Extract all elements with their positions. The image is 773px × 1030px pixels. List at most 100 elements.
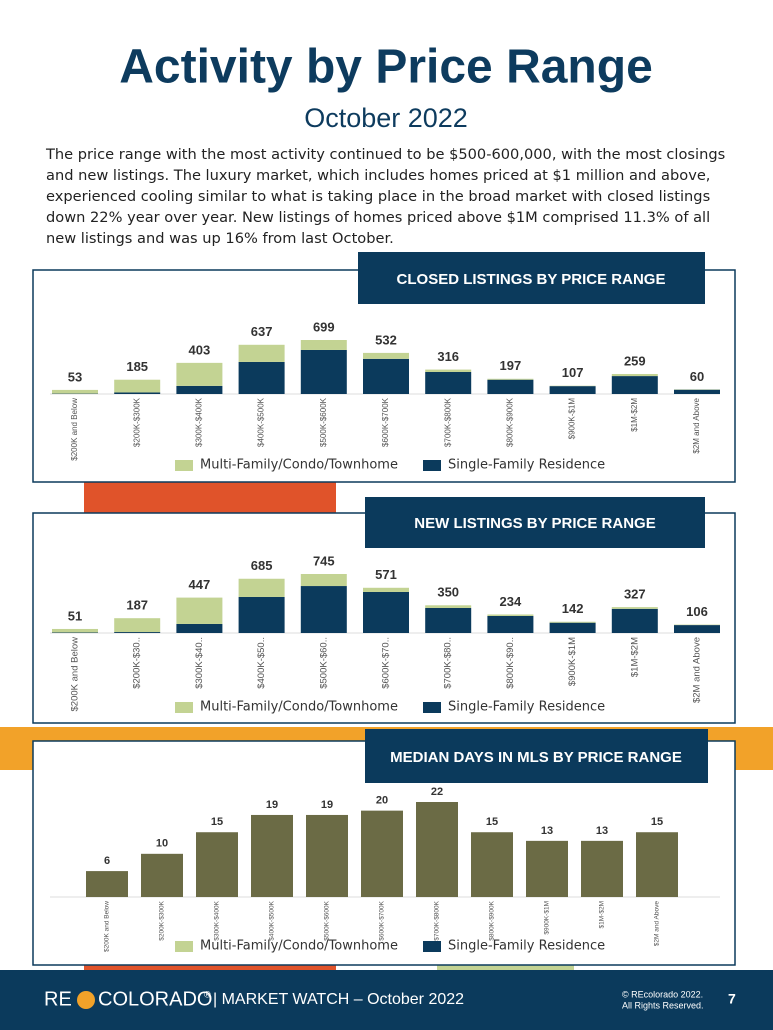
brand-mark: ® — [204, 989, 211, 999]
bar-segment — [611, 607, 658, 609]
copyright: All Rights Reserved. — [622, 1000, 704, 1010]
bar-segment — [114, 379, 161, 393]
bar-segment — [238, 361, 285, 394]
value-label: 637 — [251, 324, 273, 339]
x-tick-label: $300K-$400K — [214, 900, 221, 940]
bar — [86, 871, 128, 897]
bar-segment — [549, 621, 596, 623]
value-label: 699 — [313, 319, 335, 334]
bar-segment — [114, 392, 161, 394]
legend-label: Single-Family Residence — [448, 458, 605, 473]
value-label: 327 — [624, 587, 646, 602]
legend-label: Multi-Family/Condo/Townhome — [200, 939, 398, 954]
x-tick-label: $700K-$800K — [443, 397, 452, 447]
bar-segment — [611, 373, 658, 377]
legend-swatch — [175, 702, 193, 713]
value-label: 745 — [313, 553, 335, 568]
x-tick-label: $800K-$900K — [489, 900, 496, 940]
bar — [251, 814, 293, 897]
bar-segment — [176, 362, 223, 386]
bar — [306, 814, 348, 897]
value-label: 142 — [562, 601, 584, 616]
chart-title: MEDIAN DAYS IN MLS BY PRICE RANGE — [390, 749, 682, 766]
bar-segment — [674, 625, 720, 633]
value-label: 19 — [321, 799, 333, 811]
bar — [361, 810, 403, 897]
legend-swatch — [175, 460, 193, 471]
value-label: 685 — [251, 558, 273, 573]
x-tick-label: $2M and Above — [692, 637, 703, 703]
value-label: 234 — [500, 594, 522, 609]
bar-segment — [425, 369, 472, 372]
bar-segment — [238, 344, 285, 362]
legend-label: Single-Family Residence — [448, 700, 605, 715]
bar-segment — [176, 597, 223, 624]
accent-bar — [84, 480, 336, 514]
value-label: 20 — [376, 795, 388, 807]
x-tick-label: $400K-$500K — [257, 397, 266, 447]
legend-label: Multi-Family/Condo/Townhome — [200, 458, 398, 473]
bar-segment — [487, 614, 534, 616]
x-tick-label: $500K-$60.. — [318, 637, 329, 689]
page-title: Activity by Price Range — [119, 41, 653, 94]
x-tick-label: $200K and Below — [104, 901, 111, 952]
bar-segment — [487, 378, 534, 380]
x-tick-label: $200K-$300K — [132, 397, 141, 447]
bar-segment — [487, 379, 534, 394]
x-tick-label: $500K-$600K — [319, 397, 328, 447]
footer-bar — [0, 970, 773, 1030]
x-tick-label: $1M-$2M — [599, 901, 606, 928]
brand-logo — [77, 991, 95, 1009]
value-label: 316 — [437, 349, 459, 364]
bar-segment — [549, 622, 596, 633]
legend-swatch — [423, 702, 441, 713]
bar — [636, 832, 678, 897]
chart-title: NEW LISTINGS BY PRICE RANGE — [414, 515, 655, 532]
bar-segment — [300, 574, 347, 587]
x-tick-label: $200K and Below — [70, 637, 81, 712]
bar-segment — [363, 352, 409, 359]
value-label: 185 — [126, 359, 148, 374]
panel-tab — [365, 729, 708, 783]
value-label: 10 — [156, 838, 168, 850]
bar-segment — [549, 386, 596, 394]
bar-segment — [363, 587, 409, 592]
value-label: 187 — [126, 598, 148, 613]
value-label: 6 — [104, 855, 110, 867]
x-tick-label: $900K-$1M — [544, 901, 551, 935]
x-tick-label: $300K-$40.. — [194, 637, 205, 689]
value-label: 107 — [562, 365, 584, 380]
x-tick-label: $200K-$300K — [159, 900, 166, 940]
value-label: 22 — [431, 786, 443, 798]
bar-segment — [425, 371, 472, 394]
bar-segment — [238, 578, 285, 597]
x-tick-label: $700K-$80.. — [443, 637, 454, 689]
panel-tab — [358, 252, 705, 304]
legend-label: Single-Family Residence — [448, 939, 605, 954]
bar-segment — [674, 389, 720, 394]
value-label: 197 — [500, 358, 522, 373]
x-tick-label: $2M and Above — [654, 901, 661, 947]
value-label: 15 — [486, 816, 498, 828]
x-tick-label: $600K-$700K — [381, 397, 390, 447]
bar-segment — [425, 607, 472, 633]
x-tick-label: $800K-$900K — [506, 397, 515, 447]
value-label: 106 — [686, 604, 708, 619]
bar — [141, 853, 183, 897]
bar — [471, 832, 513, 897]
brand: RE — [44, 988, 72, 1010]
value-label: 13 — [541, 825, 553, 837]
legend-swatch — [423, 460, 441, 471]
value-label: 53 — [68, 369, 82, 384]
brand: COLORADO — [98, 988, 212, 1010]
x-tick-label: $2M and Above — [692, 397, 701, 453]
bar — [581, 840, 623, 897]
value-label: 259 — [624, 353, 646, 368]
copyright: © REcolorado 2022. — [622, 989, 703, 999]
footer-label: | MARKET WATCH – October 2022 — [213, 991, 464, 1008]
x-tick-label: $600K-$700K — [379, 900, 386, 940]
bar — [526, 840, 568, 897]
bar-segment — [363, 591, 409, 633]
x-tick-label: $1M-$2M — [630, 398, 639, 432]
x-tick-label: $200K-$30.. — [132, 637, 143, 689]
